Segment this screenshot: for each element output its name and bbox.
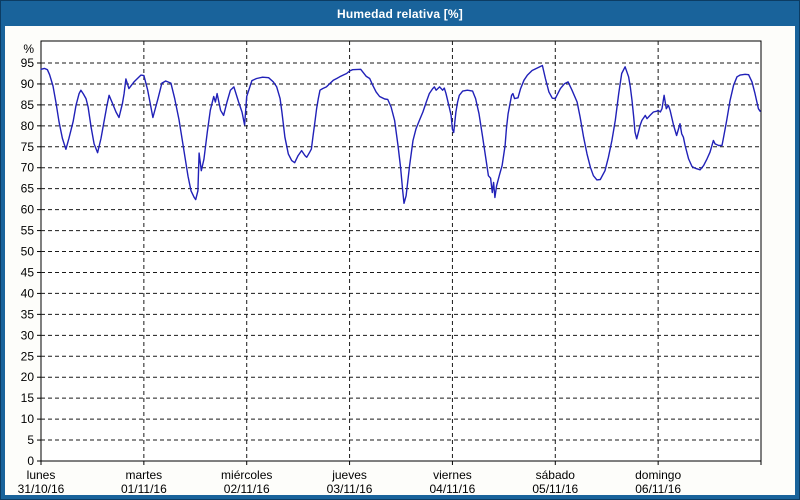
y-tick-label: 45 [21,265,35,279]
day-date-label: 02/11/16 [224,482,270,496]
y-tick-label: 25 [21,349,35,363]
day-name-label: jueves [331,468,367,482]
day-name-label: miércoles [221,468,272,482]
y-tick-label: 60 [21,203,35,217]
y-tick-label: 55 [21,224,35,238]
y-tick-label: 85 [21,98,35,112]
day-name-label: lunes [27,468,56,482]
y-tick-label: 20 [21,370,35,384]
plot-frame [40,40,762,462]
y-tick-label: 40 [21,286,35,300]
humidity-series-line [40,64,761,205]
title-bar: Humedad relativa [%] [1,1,799,26]
y-tick-label: 50 [21,245,35,259]
window-title: Humedad relativa [%] [336,6,464,21]
day-name-label: sábado [536,468,576,482]
y-tick-label: 5 [27,433,34,447]
day-date-label: 06/11/16 [635,482,681,496]
y-tick-label: 15 [21,391,35,405]
y-tick-label: 65 [21,182,35,196]
y-tick-label: 70 [21,161,35,175]
y-tick-label: 0 [27,454,34,468]
day-date-label: 01/11/16 [121,482,167,496]
y-axis-unit-label: % [23,42,34,56]
y-tick-label: 80 [21,119,35,133]
y-tick-label: 95 [21,56,35,70]
day-name-label: domingo [635,468,681,482]
day-name-label: viernes [433,468,472,482]
day-date-label: 03/11/16 [327,482,373,496]
y-tick-label: 90 [21,77,35,91]
y-tick-label: 30 [21,328,35,342]
day-date-label: 05/11/16 [532,482,578,496]
y-tick-label: 10 [21,412,35,426]
day-name-label: martes [126,468,163,482]
y-tick-label: 35 [21,307,35,321]
y-tick-label: 75 [21,140,35,154]
day-date-label: 04/11/16 [430,482,476,496]
day-date-label: 31/10/16 [18,482,65,496]
